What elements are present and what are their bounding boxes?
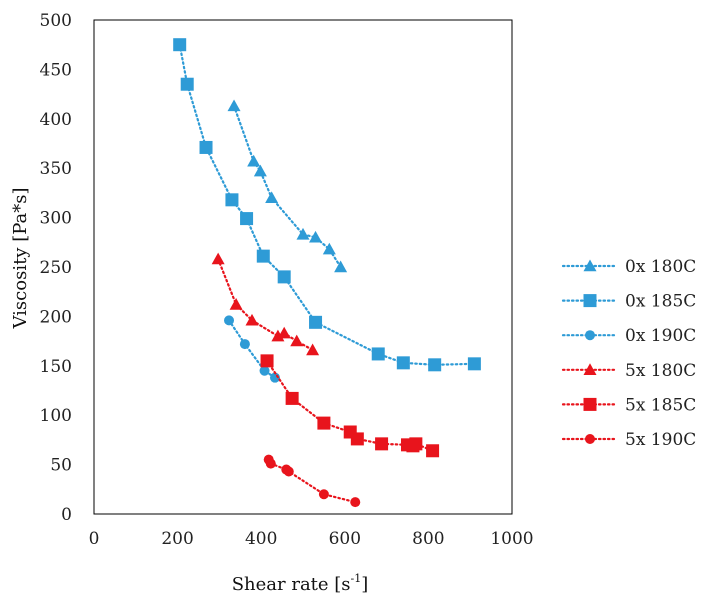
data-point [285,391,299,405]
y-tick-label: 200 [40,307,72,327]
data-point [227,99,241,112]
legend-marker [583,397,597,411]
data-point [309,315,323,329]
data-point [371,347,385,361]
y-tick-label: 50 [50,456,72,476]
y-tick-label: 100 [40,406,72,426]
data-point [290,334,304,347]
data-point [180,77,194,91]
data-point [265,458,276,469]
legend: 0x 180C 0x 185C 0x 190C 5x 180C 5x 185C 5x 19… [561,257,696,450]
legend-label: 5x 190C [625,430,696,450]
data-point [245,313,259,326]
legend-marker [585,330,595,341]
data-point [396,356,410,370]
legend-item: 0x 190C [561,326,696,346]
x-tick-label: 800 [412,529,444,549]
data-point [271,329,285,342]
x-tick-label: 1000 [490,529,533,549]
series-line [217,257,314,352]
data-point [239,339,250,350]
y-tick-label: 500 [40,11,72,31]
series-line [227,319,277,379]
y-axis-title: Viscosity [Pa*s] [10,187,31,329]
series-line [267,458,357,504]
data-point [256,249,270,263]
data-point [334,260,348,273]
data-point [259,365,270,376]
data-point [225,193,239,207]
legend-item: 5x 185C [561,395,696,415]
legend-marker [585,434,595,444]
legend-marker [583,363,597,375]
data-point [309,230,323,243]
series-0x-185c [173,38,481,372]
data-point [253,164,267,177]
legend-label: 0x 185C [625,292,696,312]
data-point [375,437,389,451]
legend-label: 0x 180C [625,257,696,277]
data-point [318,489,329,500]
data-point [265,191,279,204]
series-line [178,43,476,366]
series-5x-180c [211,252,320,356]
legend-label: 5x 185C [625,395,696,415]
series-5x-185c [260,354,440,458]
data-point [277,270,291,284]
legend-label: 5x 180C [625,361,696,381]
series-line [232,104,342,269]
legend-label: 0x 190C [625,326,696,346]
x-tick-label: 0 [89,529,100,549]
y-tick-label: 150 [40,357,72,377]
series-layer [173,38,481,508]
x-axis-title-main: Shear rate [s [232,574,351,595]
legend-marker [583,259,597,272]
data-point [350,497,361,508]
axis-ticks: 0 200 400 600 800 1000 0 50 100 150 200 250 300 350 40… [40,11,534,549]
y-tick-label: 350 [40,159,72,179]
y-tick-label: 0 [61,505,72,525]
data-point [229,298,243,310]
x-tick-label: 600 [329,529,361,549]
plot-area [93,19,513,515]
series-0x-180c [227,99,348,273]
data-point [467,357,481,371]
x-axis-title: Shear rate [s-1] [232,572,369,595]
data-point [296,227,310,240]
y-tick-label: 300 [40,209,72,229]
data-point [199,140,213,154]
x-tick-label: 200 [161,529,193,549]
data-point [350,432,364,446]
data-point [224,315,235,326]
y-tick-label: 450 [40,60,72,80]
data-point [322,242,336,255]
data-point [426,444,440,458]
x-axis-title-sup: -1 [351,572,362,585]
series-5x-190c [263,454,361,508]
data-point [306,343,320,356]
data-point [173,38,187,52]
data-point [317,416,331,430]
data-point [283,466,294,477]
x-axis-title-end: ] [361,574,368,595]
x-tick-label: 400 [245,529,277,549]
data-point [247,154,261,167]
data-point [211,252,225,265]
legend-item: 0x 185C [561,292,696,312]
data-point [260,354,274,368]
data-point [428,358,442,372]
data-point [277,326,291,339]
legend-item: 5x 190C [561,430,696,450]
y-tick-label: 400 [40,110,72,130]
legend-marker [583,294,597,308]
series-0x-190c [224,315,280,383]
y-tick-label: 250 [40,258,72,278]
legend-item: 0x 180C [561,257,696,277]
data-point [240,212,254,226]
data-point [409,437,423,451]
legend-item: 5x 180C [561,361,696,381]
